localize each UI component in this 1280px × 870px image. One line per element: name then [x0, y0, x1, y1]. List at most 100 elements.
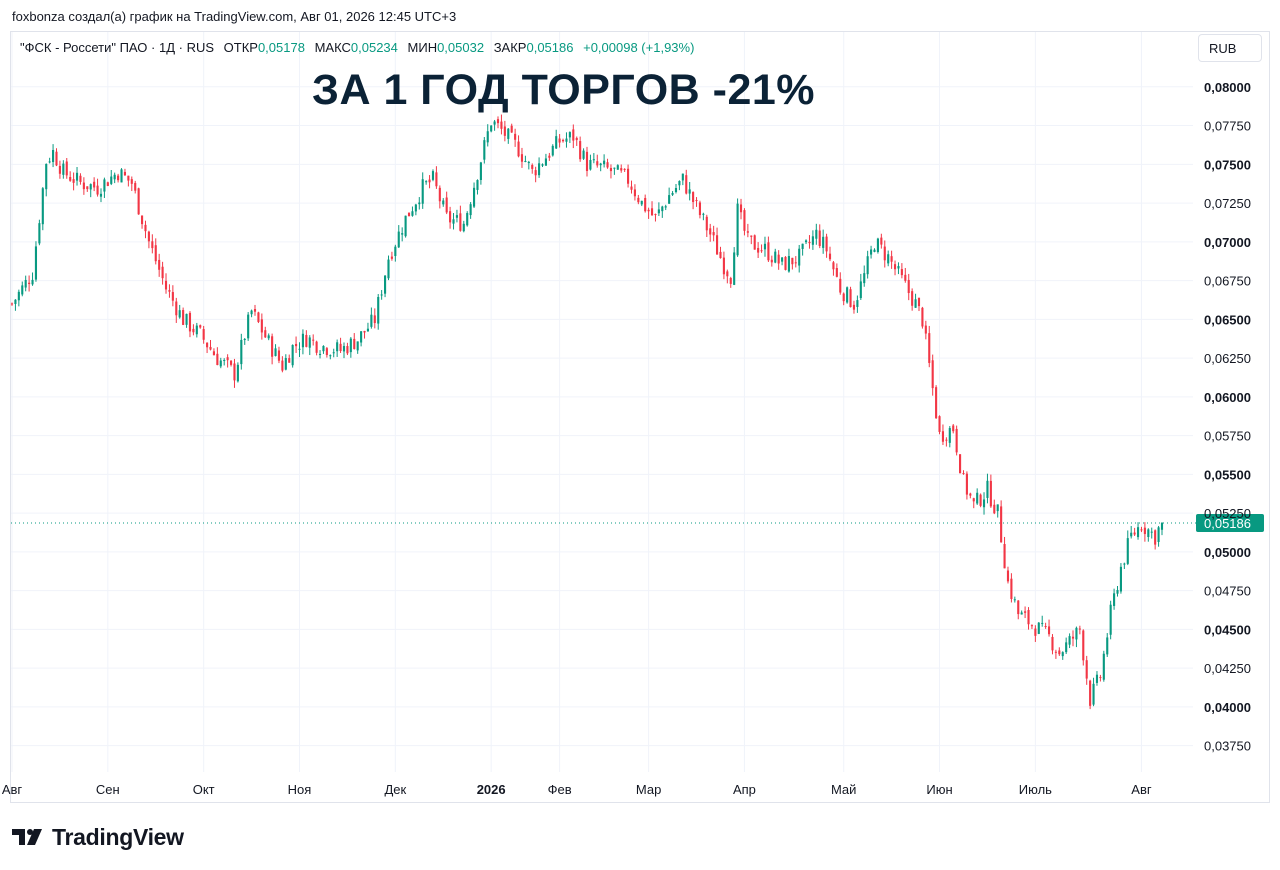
candle-body — [1030, 625, 1034, 627]
candle-body — [69, 177, 72, 181]
candle-body — [565, 138, 568, 142]
candle-body — [541, 164, 544, 166]
candle-body — [411, 211, 414, 216]
candle-body — [1071, 636, 1075, 639]
last-price-line: 0,05186 — [11, 514, 1264, 533]
candle-body — [199, 325, 202, 328]
candle-body — [596, 161, 599, 166]
candle-body — [1058, 650, 1061, 655]
headline-annotation: ЗА 1 ГОД ТОРГОВ -21% — [312, 66, 816, 114]
candle-body — [318, 353, 322, 355]
x-tick-label: Мар — [636, 782, 661, 797]
candle-body — [726, 271, 729, 277]
candle-body — [38, 223, 41, 244]
candle-body — [188, 312, 192, 332]
candle-body — [223, 359, 226, 361]
candle-body — [644, 197, 647, 212]
candle-body — [438, 187, 441, 202]
candle-body — [948, 428, 951, 443]
candle-body — [575, 137, 578, 141]
candle-body — [551, 145, 554, 156]
candle-body — [627, 168, 630, 184]
candle-body — [544, 158, 547, 166]
candle-body — [260, 319, 263, 333]
candle-body — [445, 197, 448, 213]
tradingview-logo[interactable]: TradingView — [12, 824, 184, 850]
candle-body — [322, 345, 325, 352]
candle-body — [524, 160, 527, 162]
candle-body — [106, 182, 109, 186]
candle-body — [1017, 600, 1020, 615]
currency-button[interactable]: RUB — [1198, 34, 1262, 62]
candle-body — [209, 346, 212, 350]
candle-body — [1116, 590, 1119, 594]
candle-body — [623, 168, 626, 170]
candle-body — [613, 167, 616, 169]
candle-body — [267, 335, 270, 339]
high-label: МАКС — [314, 40, 351, 55]
candle-body — [312, 339, 315, 341]
candle-body — [804, 240, 808, 243]
candle-body — [384, 275, 387, 294]
x-tick-label: Сен — [96, 782, 120, 797]
candle-body — [212, 351, 215, 356]
candle-body — [110, 176, 113, 184]
candle-body — [1078, 628, 1081, 630]
x-tick-label: Фев — [548, 782, 572, 797]
candle-body — [459, 213, 462, 231]
candle-body — [1126, 538, 1129, 564]
candle-body — [17, 291, 20, 301]
candle-body — [253, 309, 257, 312]
candle-body — [935, 387, 938, 419]
close-label: ЗАКР — [493, 40, 527, 55]
candle-body — [1041, 622, 1044, 624]
candle-body — [873, 249, 876, 252]
candle-body — [695, 200, 698, 202]
candle-body — [911, 291, 914, 306]
candle-body — [928, 333, 931, 363]
y-tick-label: 0,03750 — [1204, 739, 1251, 754]
candle-body — [702, 213, 705, 215]
candle-body — [1047, 626, 1051, 635]
candle-body — [120, 169, 123, 183]
candle-body — [1000, 506, 1003, 543]
candle-body — [531, 165, 534, 169]
candle-body — [955, 428, 958, 453]
symbol-legend: "ФСК - Россети" ПАО · 1Д · RUS ОТКР0,051… — [20, 40, 694, 55]
candle-body — [466, 213, 469, 226]
candle-body — [216, 353, 219, 366]
candle-body — [1130, 532, 1133, 537]
y-tick-label: 0,07250 — [1204, 196, 1251, 211]
candle-body — [1119, 566, 1122, 592]
candle-body — [811, 236, 814, 245]
candle-body — [373, 315, 376, 324]
candle-body — [329, 355, 332, 357]
candle-body — [746, 231, 749, 233]
candle-body — [661, 206, 664, 212]
candle-body — [914, 299, 917, 308]
candle-body — [421, 179, 424, 204]
candle-body — [774, 251, 777, 263]
y-tick-label: 0,07000 — [1204, 235, 1251, 250]
candle-body — [332, 352, 335, 354]
candle-body — [161, 266, 164, 279]
candle-body — [1027, 609, 1030, 625]
candle-body — [616, 165, 619, 170]
candle-body — [147, 231, 150, 242]
candle-body — [342, 346, 346, 352]
candle-body — [117, 175, 120, 181]
candle-body — [14, 299, 17, 304]
candles — [10, 114, 1164, 710]
candle-body — [1024, 611, 1027, 613]
candle-body — [325, 348, 328, 356]
candle-body — [127, 175, 130, 181]
candle-body — [859, 281, 862, 299]
candle-body — [794, 262, 797, 264]
candle-body — [1160, 523, 1164, 530]
candle-body — [592, 159, 595, 161]
candle-body — [674, 188, 678, 193]
candle-body — [880, 237, 883, 245]
candle-body — [62, 163, 65, 175]
chart-area[interactable] — [10, 31, 1270, 803]
